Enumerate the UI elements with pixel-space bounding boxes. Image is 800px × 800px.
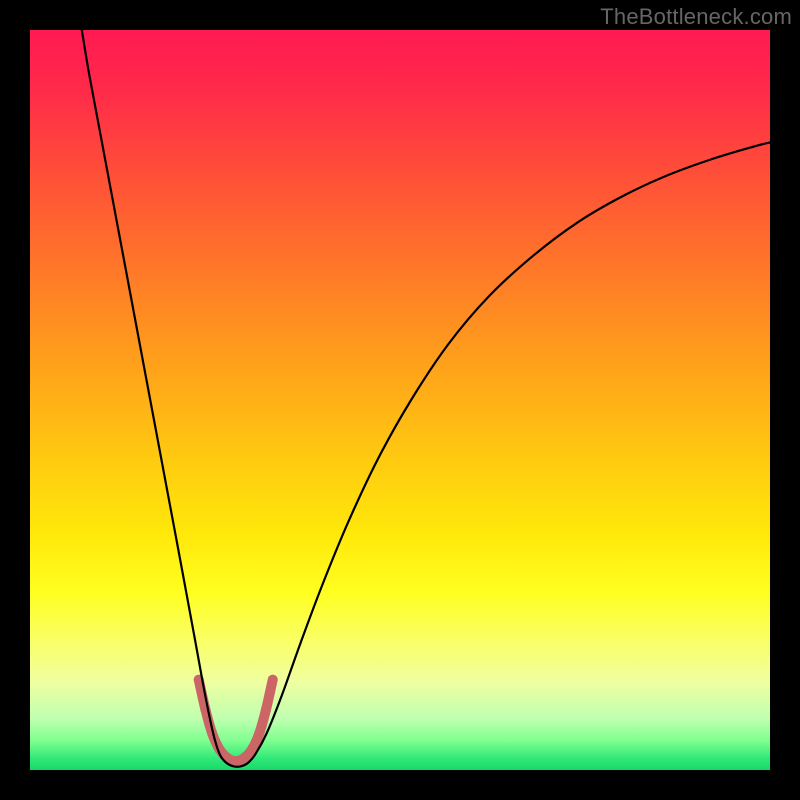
- chart-svg: [30, 30, 770, 770]
- watermark-text: TheBottleneck.com: [600, 4, 792, 30]
- bottleneck-chart: [30, 30, 770, 770]
- gradient-background: [30, 30, 770, 770]
